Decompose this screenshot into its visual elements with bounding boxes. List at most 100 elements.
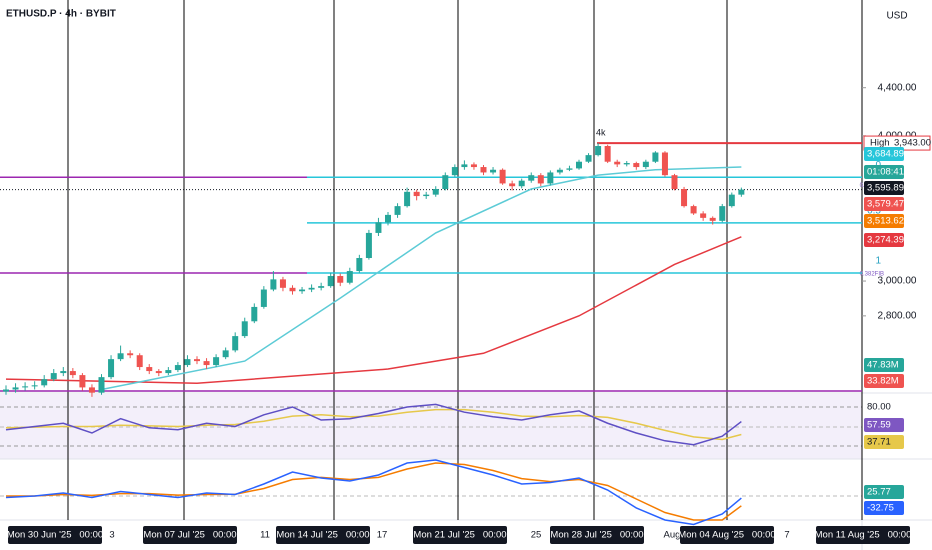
candle-body [308, 287, 315, 290]
macd-tag-box [864, 485, 904, 499]
y-tick-label: 2,800.00 [878, 311, 917, 322]
candle-body [728, 194, 735, 207]
candle-body [633, 163, 640, 168]
candle-body [31, 385, 38, 387]
rsi-level: 80.00 [867, 402, 891, 413]
candle-body [3, 389, 9, 392]
symbol-title: ETHUSD.P · 4h · BYBIT [6, 9, 116, 20]
volume-tag: 33.82M [867, 376, 899, 387]
volume-tag-box [864, 358, 904, 372]
candle-body [365, 232, 372, 259]
candle-body [690, 206, 697, 214]
candle-body [213, 357, 220, 366]
volume-tag: 47.83M [867, 360, 899, 371]
volume-tag-box [864, 374, 904, 388]
y-tick-label: 4,400.00 [878, 82, 917, 93]
ma-line [5, 236, 742, 385]
time-label-box [8, 526, 102, 544]
time-label: Mon 07 Jul '25 00:00 [143, 530, 236, 541]
candle-body [490, 169, 497, 173]
price-tag-box [864, 233, 904, 247]
candle-body [709, 217, 716, 221]
candle-body [108, 359, 115, 378]
candle-body [595, 146, 602, 156]
time-label-box [413, 526, 507, 544]
candle-body [451, 167, 458, 176]
price-tag-box [864, 181, 904, 195]
candle-body [260, 289, 267, 307]
price-tag: 3,684.89 [867, 149, 904, 160]
candle-body [585, 155, 592, 162]
fib-label: 1 [875, 256, 881, 267]
candle-body [60, 371, 67, 374]
candle-body [518, 180, 525, 187]
candle-body [681, 189, 688, 207]
candle-body [576, 161, 582, 169]
candle-body [165, 370, 172, 374]
y-tick-label: 3,000.00 [878, 276, 917, 287]
candle-body [270, 279, 277, 290]
candle-body [499, 169, 506, 184]
time-label: Mon 21 Jul '25 00:00 [413, 530, 506, 541]
time-label-box [680, 526, 774, 544]
candle-body [117, 353, 124, 360]
candle-body [184, 359, 191, 366]
candle-body [356, 258, 363, 272]
candle-body [232, 336, 239, 351]
time-label: Mon 04 Aug '25 00:00 [678, 530, 775, 541]
candle-body [174, 365, 181, 371]
candle-body [642, 161, 649, 168]
rsi-ma-tag-box [864, 435, 904, 449]
candle-body [41, 379, 48, 386]
candle-body [537, 175, 544, 184]
macd-tag: 25.77 [867, 487, 891, 498]
price-tag: 3,274.39 [867, 235, 904, 246]
rsi-tag: 57.59 [867, 420, 891, 431]
macd-line [5, 459, 742, 526]
rsi-ma-tag: 37.71 [867, 437, 891, 448]
ma-line [101, 166, 742, 391]
candle-body [432, 189, 439, 195]
currency: USD [886, 11, 907, 22]
time-label-box [143, 526, 237, 544]
candle-body [566, 168, 573, 170]
candle-body [423, 194, 430, 197]
candle-body [12, 387, 19, 390]
candle-body [88, 387, 95, 393]
candle-body [146, 367, 153, 372]
candle-body [127, 353, 134, 356]
macd-tag-box [864, 501, 904, 515]
time-label-box [550, 526, 644, 544]
countdown-tag-box [864, 165, 904, 179]
candle-body [98, 377, 105, 393]
candle-body [470, 164, 477, 168]
time-label: Mon 11 Aug '25 00:00 [815, 530, 912, 541]
time-label: Aug [664, 530, 681, 541]
candle-body [251, 306, 258, 322]
candle-body [289, 287, 296, 292]
candle-body [222, 350, 229, 358]
candle-body [194, 359, 200, 362]
time-label-box [816, 526, 910, 544]
time-label: 11 [260, 530, 270, 541]
candle-body [203, 361, 210, 366]
candle-body [671, 175, 678, 190]
rsi-line [5, 403, 742, 446]
candle-body [241, 321, 248, 337]
candle-body [442, 175, 449, 190]
candle-body [413, 191, 420, 197]
macd-tag: -32.75 [867, 503, 894, 514]
candle-body [661, 152, 668, 176]
rsi-ma [5, 408, 742, 441]
candle-body [79, 375, 86, 388]
high-value: 3,943.00 [894, 138, 931, 149]
time-label: 3 [109, 530, 114, 541]
candle-body [652, 152, 659, 162]
candle-body [375, 222, 382, 233]
time-label: 17 [377, 530, 388, 541]
candle-body [528, 175, 535, 181]
candle-body [509, 183, 516, 187]
candle-body [318, 286, 325, 288]
candle-body [700, 213, 707, 218]
